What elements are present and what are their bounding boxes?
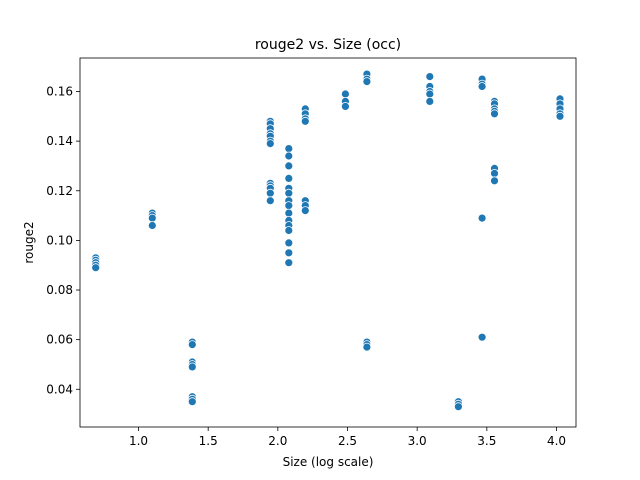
data-point	[340, 102, 350, 111]
data-point	[340, 89, 350, 99]
data-point	[284, 144, 294, 154]
y-tick-label: 0.14	[46, 134, 73, 148]
data-point	[362, 342, 372, 352]
data-point	[284, 238, 294, 248]
points-layer	[91, 69, 565, 412]
data-point	[91, 263, 101, 273]
x-tick-label: 2.5	[338, 434, 357, 448]
x-axis: 1.0 1.5 2.0 2.5 3.0 3.5 4.0	[129, 427, 566, 448]
axes-frame	[79, 57, 577, 428]
x-tick-label: 2.0	[268, 434, 287, 448]
x-axis-label: Size (log scale)	[283, 455, 374, 469]
data-point	[490, 168, 499, 178]
data-point	[187, 397, 197, 407]
data-point	[265, 139, 275, 149]
data-point	[284, 226, 294, 235]
y-tick-label: 0.12	[46, 184, 73, 198]
y-tick-label: 0.10	[46, 233, 73, 247]
data-point	[284, 208, 294, 218]
data-point	[284, 151, 294, 161]
data-point	[284, 188, 294, 198]
plot-area	[80, 58, 576, 427]
data-point	[300, 206, 310, 216]
data-point	[147, 221, 157, 230]
data-point	[284, 258, 294, 268]
y-tick-label: 0.16	[46, 85, 73, 99]
data-point	[425, 72, 435, 81]
y-tick-label: 0.06	[46, 333, 73, 347]
x-tick-label: 3.5	[477, 434, 496, 448]
data-point	[284, 173, 294, 183]
chart-title: rouge2 vs. Size (occ)	[255, 37, 401, 53]
x-tick-label: 1.0	[129, 434, 148, 448]
data-point	[265, 188, 275, 198]
x-tick-label: 4.0	[547, 434, 566, 448]
y-axis-label: rouge2	[22, 221, 36, 263]
data-point	[265, 196, 275, 206]
data-point	[477, 332, 487, 342]
x-tick-label: 1.5	[199, 434, 218, 448]
data-point	[284, 161, 294, 171]
data-point	[362, 77, 372, 86]
data-point	[490, 109, 499, 119]
data-point	[555, 111, 565, 121]
x-tick-label: 3.0	[408, 434, 427, 448]
y-tick-label: 0.04	[46, 382, 73, 396]
data-point	[187, 362, 197, 372]
data-point	[187, 340, 197, 350]
y-axis: 0.04 0.06 0.08 0.10 0.12 0.14 0.16	[46, 85, 80, 396]
data-point	[490, 176, 499, 186]
data-point	[284, 248, 294, 258]
data-point	[477, 82, 487, 91]
data-point	[477, 213, 487, 223]
data-point	[147, 213, 157, 223]
data-point	[425, 89, 435, 99]
data-point	[425, 97, 435, 106]
data-point	[453, 402, 463, 412]
y-tick-label: 0.08	[46, 283, 73, 297]
data-point	[284, 201, 294, 211]
data-point	[300, 116, 310, 126]
